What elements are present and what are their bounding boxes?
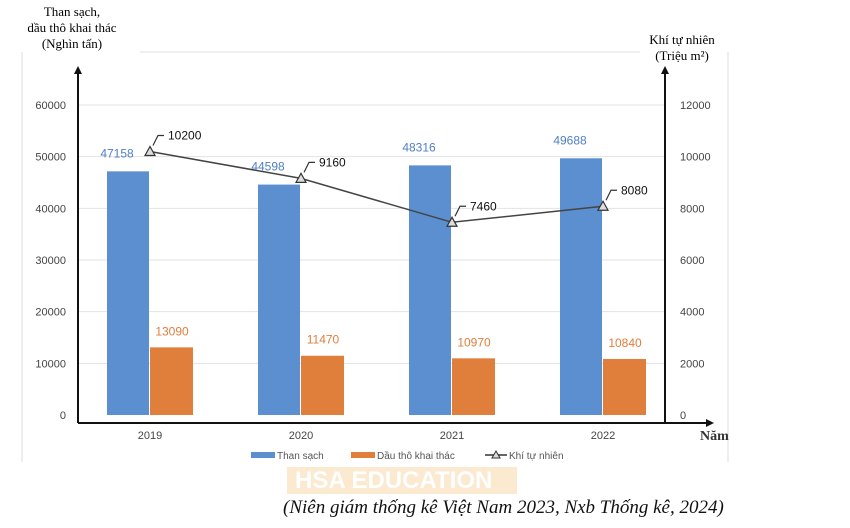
marker-khi-tu-nhien (445, 216, 459, 227)
bar-than-sach (107, 171, 149, 415)
left-tick-label: 50000 (35, 152, 66, 164)
x-tick-label: 2019 (138, 430, 162, 442)
right-tick-label: 6000 (680, 255, 704, 267)
leader-line (152, 134, 164, 146)
bar-dau-tho (452, 358, 495, 415)
x-axis-arrow (706, 419, 714, 427)
x-tick-label: 2020 (289, 430, 313, 442)
legend-label-than-sach: Than sạch (277, 451, 324, 462)
legend-swatch-than-sach (251, 452, 275, 458)
left-tick-label: 20000 (35, 307, 66, 319)
left-tick-label: 0 (60, 410, 66, 422)
data-label-khi-tu-nhien: 8080 (621, 183, 648, 197)
marker-khi-tu-nhien (294, 172, 308, 183)
leader-line (605, 189, 617, 201)
data-label-than-sach: 49688 (553, 133, 587, 147)
left-axis-title: dầu thô khai thác (27, 20, 116, 35)
data-label-khi-tu-nhien: 10200 (168, 129, 202, 143)
watermark: HSA EDUCATION (287, 467, 517, 494)
leader-line (454, 205, 466, 217)
bar-than-sach (409, 165, 451, 415)
left-axis-title: (Nghìn tấn) (42, 36, 102, 51)
line-khi-tu-nhien (149, 150, 604, 224)
data-label-dau-tho: 10840 (608, 336, 642, 350)
right-tick-label: 10000 (680, 152, 711, 164)
marker-khi-tu-nhien (596, 200, 610, 211)
data-label-khi-tu-nhien: 9160 (319, 155, 346, 169)
right-axis-title: (Triệu m²) (655, 48, 709, 63)
data-label-than-sach: 48316 (402, 140, 436, 154)
legend-swatch-dau-tho (351, 452, 375, 458)
left-axis-title: Than sạch, (44, 4, 100, 19)
legend-label-dau-tho: Dầu thô khai thác (377, 450, 455, 462)
data-label-dau-tho: 10970 (457, 335, 491, 349)
right-axis-arrow (661, 66, 669, 74)
data-label-dau-tho: 11470 (307, 333, 340, 347)
bar-dau-tho (603, 358, 646, 415)
left-tick-label: 10000 (35, 358, 66, 370)
legend-label-khi-tu-nhien: Khí tự nhiên (509, 451, 564, 462)
legend-triangle-icon (491, 449, 501, 459)
left-tick-label: 40000 (35, 203, 66, 215)
data-label-than-sach: 47158 (100, 146, 134, 160)
left-tick-label: 30000 (35, 255, 66, 267)
x-tick-label: 2022 (591, 430, 615, 442)
data-label-khi-tu-nhien: 7460 (470, 199, 497, 213)
bar-dau-tho (301, 355, 344, 415)
right-tick-label: 12000 (680, 100, 711, 112)
data-label-than-sach: 44598 (251, 160, 285, 174)
bar-dau-tho (150, 347, 193, 415)
right-tick-label: 8000 (680, 203, 704, 215)
right-axis-title: Khí tự nhiên (649, 32, 715, 47)
right-tick-label: 2000 (680, 358, 704, 370)
leader-line (303, 161, 315, 173)
right-tick-label: 0 (680, 410, 686, 422)
x-axis-title: Năm (700, 429, 729, 444)
source-caption: (Niên giám thống kê Việt Nam 2023, Nxb T… (283, 497, 724, 518)
left-axis-arrow (74, 66, 82, 74)
bar-than-sach (258, 184, 300, 415)
left-tick-label: 60000 (35, 100, 66, 112)
x-tick-label: 2021 (440, 430, 464, 442)
right-tick-label: 4000 (680, 307, 704, 319)
marker-khi-tu-nhien (143, 145, 157, 157)
data-label-dau-tho: 13090 (155, 324, 189, 338)
bar-than-sach (560, 158, 602, 415)
